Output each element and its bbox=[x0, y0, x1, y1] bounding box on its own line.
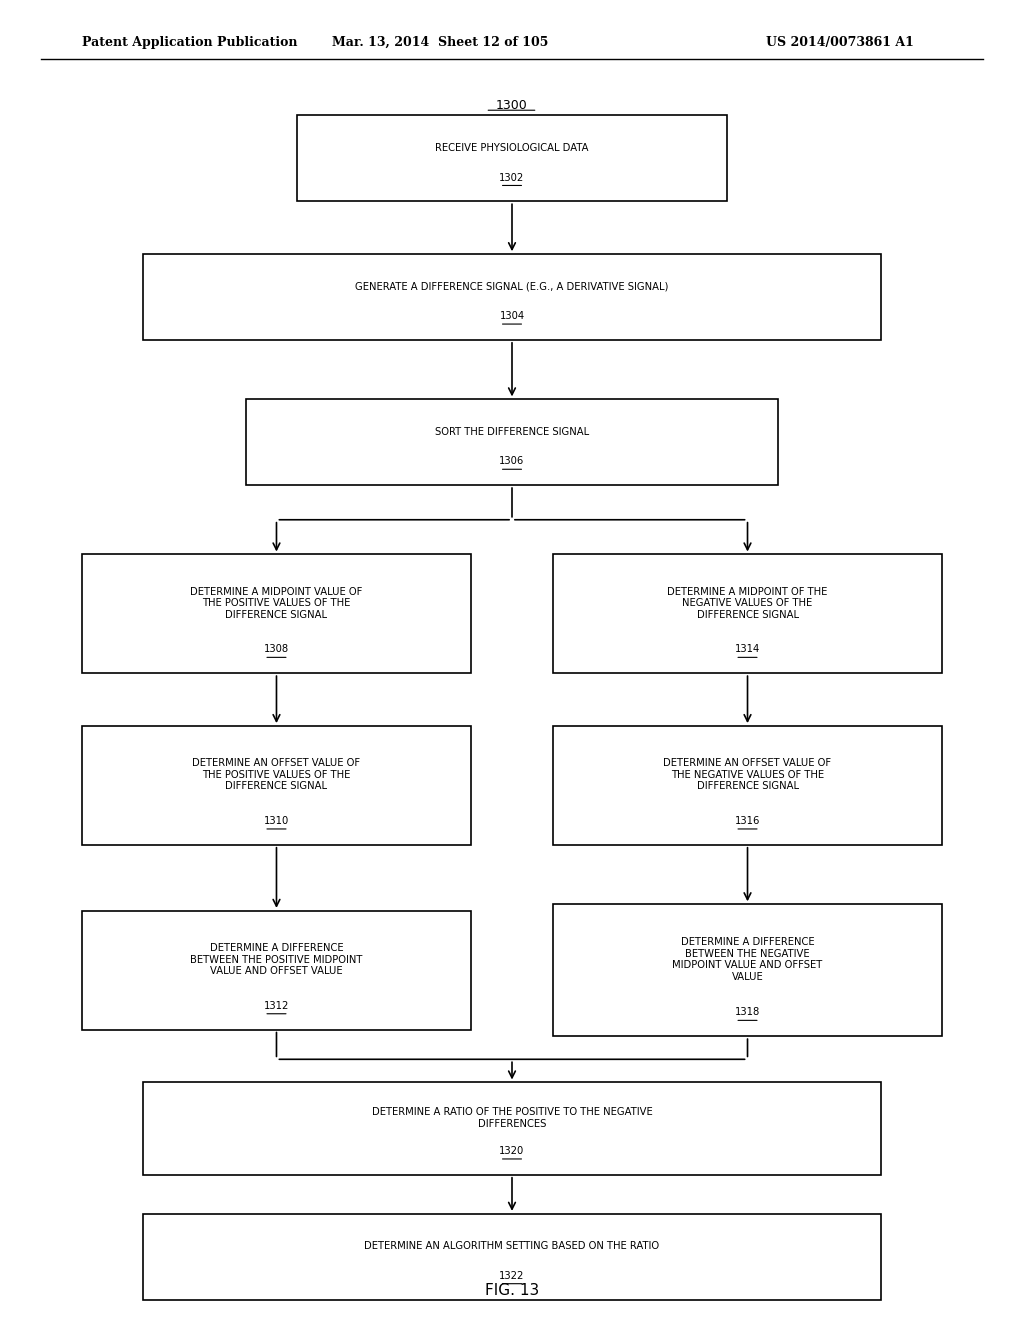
Text: GENERATE A DIFFERENCE SIGNAL (E.G., A DERIVATIVE SIGNAL): GENERATE A DIFFERENCE SIGNAL (E.G., A DE… bbox=[355, 281, 669, 292]
Text: 1300: 1300 bbox=[496, 99, 528, 112]
FancyBboxPatch shape bbox=[553, 726, 942, 845]
Text: Mar. 13, 2014  Sheet 12 of 105: Mar. 13, 2014 Sheet 12 of 105 bbox=[332, 36, 549, 49]
FancyBboxPatch shape bbox=[246, 399, 778, 484]
Text: 1314: 1314 bbox=[735, 644, 760, 655]
FancyBboxPatch shape bbox=[82, 726, 471, 845]
Text: 1310: 1310 bbox=[264, 816, 289, 826]
Text: 1304: 1304 bbox=[500, 312, 524, 321]
Text: Patent Application Publication: Patent Application Publication bbox=[82, 36, 297, 49]
Text: DETERMINE A DIFFERENCE
BETWEEN THE POSITIVE MIDPOINT
VALUE AND OFFSET VALUE: DETERMINE A DIFFERENCE BETWEEN THE POSIT… bbox=[190, 942, 362, 977]
FancyBboxPatch shape bbox=[82, 554, 471, 673]
FancyBboxPatch shape bbox=[82, 911, 471, 1030]
Text: 1312: 1312 bbox=[264, 1001, 289, 1011]
FancyBboxPatch shape bbox=[297, 115, 727, 201]
Text: 1306: 1306 bbox=[500, 457, 524, 466]
Text: 1318: 1318 bbox=[735, 1007, 760, 1018]
FancyBboxPatch shape bbox=[143, 1214, 881, 1299]
Text: DETERMINE A DIFFERENCE
BETWEEN THE NEGATIVE
MIDPOINT VALUE AND OFFSET
VALUE: DETERMINE A DIFFERENCE BETWEEN THE NEGAT… bbox=[673, 937, 822, 982]
Text: DETERMINE A MIDPOINT VALUE OF
THE POSITIVE VALUES OF THE
DIFFERENCE SIGNAL: DETERMINE A MIDPOINT VALUE OF THE POSITI… bbox=[190, 586, 362, 620]
Text: DETERMINE A RATIO OF THE POSITIVE TO THE NEGATIVE
DIFFERENCES: DETERMINE A RATIO OF THE POSITIVE TO THE… bbox=[372, 1107, 652, 1129]
Text: DETERMINE AN OFFSET VALUE OF
THE POSITIVE VALUES OF THE
DIFFERENCE SIGNAL: DETERMINE AN OFFSET VALUE OF THE POSITIV… bbox=[193, 758, 360, 792]
FancyBboxPatch shape bbox=[143, 253, 881, 339]
Text: US 2014/0073861 A1: US 2014/0073861 A1 bbox=[766, 36, 913, 49]
FancyBboxPatch shape bbox=[143, 1082, 881, 1175]
FancyBboxPatch shape bbox=[553, 904, 942, 1036]
Text: 1308: 1308 bbox=[264, 644, 289, 655]
FancyBboxPatch shape bbox=[553, 554, 942, 673]
Text: DETERMINE AN ALGORITHM SETTING BASED ON THE RATIO: DETERMINE AN ALGORITHM SETTING BASED ON … bbox=[365, 1241, 659, 1251]
Text: DETERMINE AN OFFSET VALUE OF
THE NEGATIVE VALUES OF THE
DIFFERENCE SIGNAL: DETERMINE AN OFFSET VALUE OF THE NEGATIV… bbox=[664, 758, 831, 792]
Text: RECEIVE PHYSIOLOGICAL DATA: RECEIVE PHYSIOLOGICAL DATA bbox=[435, 143, 589, 153]
Text: DETERMINE A MIDPOINT OF THE
NEGATIVE VALUES OF THE
DIFFERENCE SIGNAL: DETERMINE A MIDPOINT OF THE NEGATIVE VAL… bbox=[668, 586, 827, 620]
Text: FIG. 13: FIG. 13 bbox=[485, 1283, 539, 1299]
Text: 1322: 1322 bbox=[500, 1271, 524, 1280]
Text: SORT THE DIFFERENCE SIGNAL: SORT THE DIFFERENCE SIGNAL bbox=[435, 426, 589, 437]
Text: 1316: 1316 bbox=[735, 816, 760, 826]
Text: 1320: 1320 bbox=[500, 1146, 524, 1156]
Text: 1302: 1302 bbox=[500, 173, 524, 182]
